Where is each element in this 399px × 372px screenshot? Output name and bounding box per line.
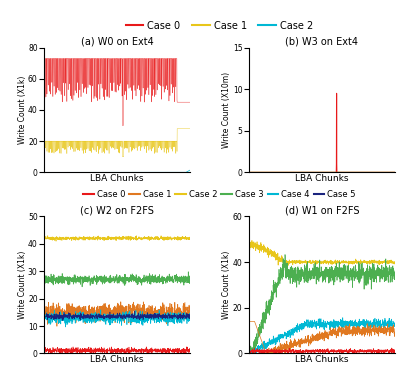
Title: (d) W1 on F2FS: (d) W1 on F2FS: [284, 206, 359, 216]
Title: (b) W3 on Ext4: (b) W3 on Ext4: [285, 37, 358, 47]
X-axis label: LBA Chunks: LBA Chunks: [295, 355, 349, 364]
Legend: Case 0, Case 1, Case 2: Case 0, Case 1, Case 2: [122, 17, 317, 35]
Y-axis label: Write Count (X1k): Write Count (X1k): [18, 251, 26, 319]
Title: (c) W2 on F2FS: (c) W2 on F2FS: [80, 206, 154, 216]
Title: (a) W0 on Ext4: (a) W0 on Ext4: [81, 37, 153, 47]
Y-axis label: Write Count (X1k): Write Count (X1k): [222, 251, 231, 319]
X-axis label: LBA Chunks: LBA Chunks: [90, 355, 144, 364]
Y-axis label: Write Count (X10m): Write Count (X10m): [223, 72, 231, 148]
X-axis label: LBA Chunks: LBA Chunks: [295, 174, 349, 183]
X-axis label: LBA Chunks: LBA Chunks: [90, 174, 144, 183]
Legend: Case 0, Case 1, Case 2, Case 3, Case 4, Case 5: Case 0, Case 1, Case 2, Case 3, Case 4, …: [80, 187, 359, 202]
Y-axis label: Write Count (X1k): Write Count (X1k): [18, 76, 26, 144]
